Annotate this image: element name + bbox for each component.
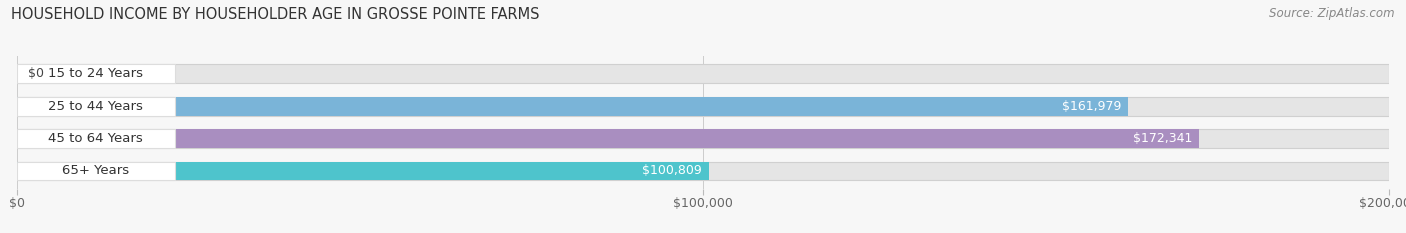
Bar xyxy=(17,161,1389,180)
Text: Source: ZipAtlas.com: Source: ZipAtlas.com xyxy=(1270,7,1395,20)
Text: $100,809: $100,809 xyxy=(643,164,702,177)
Text: $0: $0 xyxy=(28,67,44,80)
Text: $172,341: $172,341 xyxy=(1133,132,1192,145)
Text: 45 to 64 Years: 45 to 64 Years xyxy=(48,132,143,145)
Bar xyxy=(17,161,709,180)
Bar xyxy=(17,97,174,116)
Text: 65+ Years: 65+ Years xyxy=(62,164,129,177)
Bar xyxy=(17,64,174,83)
Bar xyxy=(17,129,174,148)
Bar xyxy=(17,129,1199,148)
Text: HOUSEHOLD INCOME BY HOUSEHOLDER AGE IN GROSSE POINTE FARMS: HOUSEHOLD INCOME BY HOUSEHOLDER AGE IN G… xyxy=(11,7,540,22)
Bar xyxy=(17,97,1128,116)
Bar xyxy=(17,129,1389,148)
Text: 15 to 24 Years: 15 to 24 Years xyxy=(48,67,143,80)
Bar xyxy=(17,161,174,180)
Bar xyxy=(17,97,1389,116)
Text: $161,979: $161,979 xyxy=(1062,100,1122,113)
Text: 25 to 44 Years: 25 to 44 Years xyxy=(48,100,143,113)
Bar xyxy=(17,64,1389,83)
